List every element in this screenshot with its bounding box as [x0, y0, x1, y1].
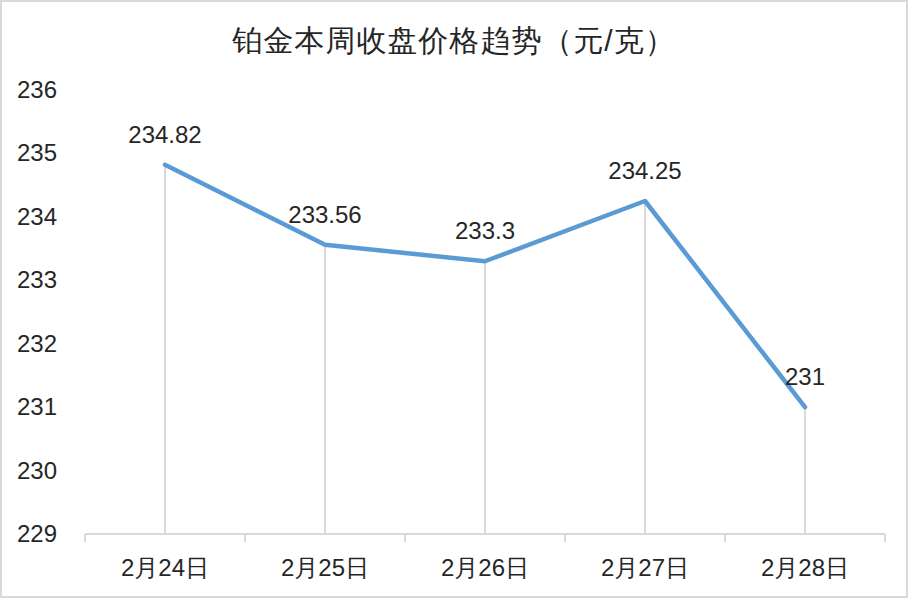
x-tick-label: 2月28日 — [725, 554, 885, 582]
x-tick-label: 2月27日 — [565, 554, 725, 582]
y-tick-label: 234 — [0, 203, 57, 231]
y-tick-label: 230 — [0, 457, 57, 485]
x-tick-label: 2月25日 — [245, 554, 405, 582]
y-tick-label: 233 — [0, 266, 57, 294]
line-plot — [2, 2, 908, 598]
y-tick-label: 236 — [0, 76, 57, 104]
data-label: 233.56 — [245, 201, 405, 229]
data-label: 233.3 — [405, 217, 565, 245]
y-tick-label: 232 — [0, 330, 57, 358]
data-label: 234.82 — [85, 121, 245, 149]
y-tick-label: 235 — [0, 139, 57, 167]
y-tick-label: 229 — [0, 520, 57, 548]
x-tick-label: 2月26日 — [405, 554, 565, 582]
data-label: 231 — [725, 363, 885, 391]
x-tick-label: 2月24日 — [85, 554, 245, 582]
chart-frame: 铂金本周收盘价格趋势（元/克） 229230231232233234235236… — [0, 0, 908, 598]
y-tick-label: 231 — [0, 393, 57, 421]
data-label: 234.25 — [565, 157, 725, 185]
